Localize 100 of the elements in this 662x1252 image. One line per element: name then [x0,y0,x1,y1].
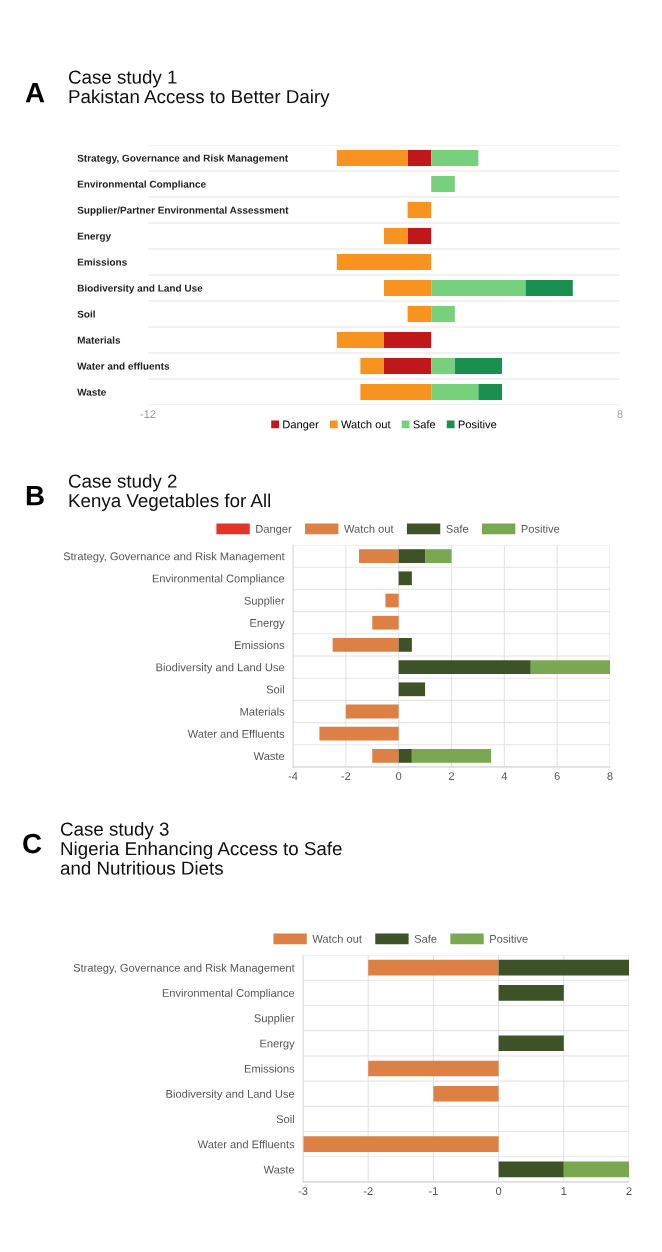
y-tick-label: Emissions [244,1064,295,1073]
bar [398,549,426,563]
bar [368,1060,499,1077]
y-tick-label: Materials [77,336,121,344]
bar [431,383,479,401]
y-tick-label: Strategy, Governance and Risk Management [73,963,295,974]
y-tick-label: Strategy, Governance and Risk Management [63,552,285,563]
bar [431,279,526,297]
bar [530,660,610,674]
y-tick-label: Supplier/Partner Environmental Assessment [77,206,289,216]
y-tick-label: Energy [260,1039,295,1050]
text: A [25,83,45,103]
bar [563,1161,629,1178]
bar [398,571,412,586]
bar [407,227,432,245]
bar [372,615,399,630]
chart-title: Case study 1 Pakistan Access to Better Dairy [68,70,330,107]
bar [345,704,399,719]
bar [498,1161,564,1178]
bar [407,305,432,323]
x-tick-label: 4 [501,772,508,780]
bar [431,357,455,375]
bar [372,749,399,763]
bar [433,1085,499,1102]
y-tick-label: Waste [263,1165,295,1174]
y-tick-label: Emissions [77,258,127,266]
bar [384,331,432,349]
bar [425,549,452,563]
bar [359,549,399,563]
x-tick-label: -2 [363,1187,373,1195]
bar [431,305,455,323]
bar [398,638,412,652]
y-tick-label: Energy [250,619,285,630]
legend-label: Positive [490,934,528,943]
y-tick-label: Water and effluents [77,362,170,370]
y-tick-label: Soil [77,310,95,318]
x-tick-label: -3 [298,1187,308,1196]
y-tick-label: Environmental Compliance [77,180,206,190]
bar [384,279,432,297]
text: C [23,833,42,854]
legend-label: Danger [256,525,292,535]
y-tick-label: Environmental Compliance [162,988,295,1000]
bar [407,149,432,167]
bar [319,726,399,741]
y-tick-label: Waste [77,388,106,396]
x-tick-label: 0 [396,772,402,781]
bar [398,660,531,674]
legend-label: Positive [458,420,497,429]
y-tick-label: Water and Effluents [197,1140,295,1149]
bar [385,593,399,608]
bar [398,749,412,763]
x-tick-label: 8 [607,772,613,781]
bar [498,1035,564,1052]
chart-title: Case study 3 Nigeria Enhancing Access to Safe and Nutritious Diets [60,822,342,875]
x-tick-label: 2 [448,772,455,780]
legend-label: Watch out [344,524,394,533]
y-tick-label: Soil [266,685,284,694]
x-tick-label: 6 [554,772,560,781]
bar [336,149,408,167]
legend-label: Safe [446,524,469,533]
legend-label: Safe [413,420,436,429]
bar [498,959,629,976]
legend-label: Safe [414,934,437,943]
bar [332,638,399,652]
bar [360,357,384,375]
x-tick-label: 2 [626,1187,632,1195]
y-tick-label: Biodiversity and Land Use [156,663,285,674]
bar [478,383,502,401]
bar [336,331,384,349]
x-tick-label: -12 [140,410,156,418]
bar [398,682,426,697]
y-tick-label: Biodiversity and Land Use [166,1089,295,1101]
y-tick-label: Materials [240,707,285,716]
x-tick-label: 1 [561,1187,567,1195]
bar [525,279,573,297]
bar [368,959,499,976]
legend-label: Danger [283,420,319,431]
bar [303,1136,499,1152]
x-tick-label: 8 [617,410,623,419]
y-tick-label: Energy [77,232,112,242]
y-tick-label: Water and Effluents [187,729,285,738]
x-tick-label: -4 [288,772,298,780]
x-tick-label: -1 [428,1187,438,1195]
legend-label: Positive [521,524,560,533]
y-tick-label: Waste [253,752,285,761]
chart-title: Case study 2 Kenya Vegetables for All [68,474,271,511]
y-tick-label: Environmental Compliance [152,574,285,585]
bar [336,253,432,271]
legend-label: Watch out [341,420,391,429]
bar [407,201,432,219]
x-tick-label: -2 [341,772,351,780]
x-tick-label: 0 [495,1187,502,1196]
bar [411,749,492,763]
y-tick-label: Supplier [244,596,285,607]
bar [360,383,432,401]
y-tick-label: Supplier [254,1014,295,1025]
bar [454,357,502,375]
text: B [26,486,44,506]
legend-label: Watch out [312,934,362,943]
y-tick-label: Soil [276,1114,294,1124]
